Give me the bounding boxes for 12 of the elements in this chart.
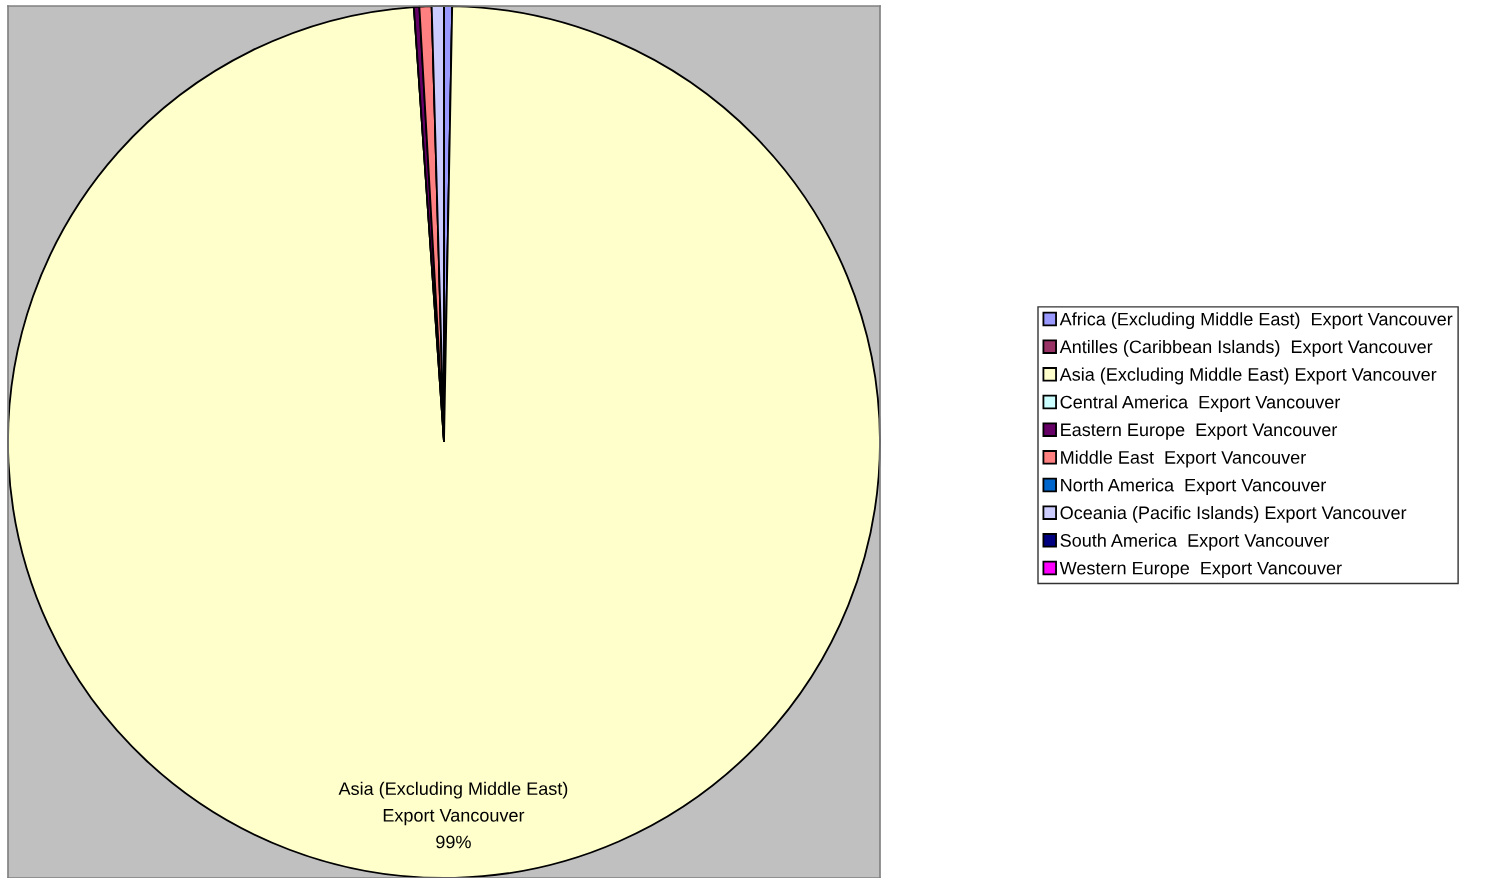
legend-label: Africa (Excluding Middle East) Export Vancouver [1059,312,1453,330]
legend-label: Middle East Export Vancouver [1061,450,1306,468]
legend-label: South America Export Vancouver [1060,533,1330,551]
legend-label: Asia (Excluding Middle East) Export Vancouver [1059,367,1437,385]
legend-label: Eastern Europe Export Vancouver [1061,423,1338,440]
legend-label: Western Europe Export Vancouver [1059,561,1342,579]
legend-label: Antilles (Caribbean Islands) Export Vancouver [1059,339,1433,357]
legend-label: Oceania (Pacific Islands) Export Vancouver [1060,505,1407,523]
legend-label: Central America Export Vancouver [1060,395,1341,413]
data-label: Asia (Excluding Middle East) Export Vancouver 99% [338,781,568,849]
legend-label: North America Export Vancouver [1061,478,1326,496]
pie-slice [7,5,881,878]
